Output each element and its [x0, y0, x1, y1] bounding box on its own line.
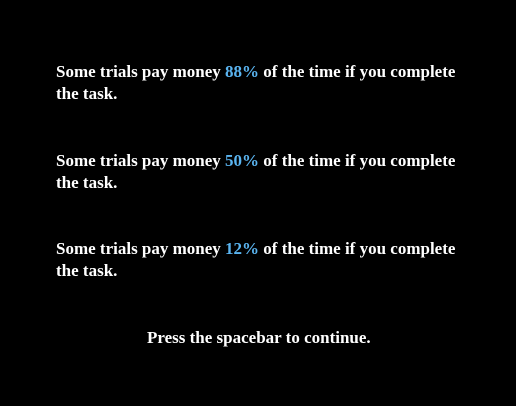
- instruction-paragraph-50: Some trials pay money 50% of the time if…: [56, 150, 456, 194]
- paragraph-text-after: of the time if you complete the task.: [56, 239, 456, 280]
- paragraph-text-before: Some trials pay money: [56, 239, 226, 258]
- continue-prompt: Press the spacebar to continue.: [147, 328, 371, 347]
- paragraph-text-before: Some trials pay money: [56, 62, 226, 81]
- instruction-paragraph-88: Some trials pay money 88% of the time if…: [56, 61, 456, 105]
- paragraph-text-before: Some trials pay money: [56, 151, 226, 170]
- paragraph-text-after: of the time if you complete the task.: [56, 151, 456, 192]
- probability-percent: 12%: [225, 239, 260, 258]
- paragraph-text-after: of the time if you complete the task.: [56, 62, 456, 103]
- probability-percent: 50%: [225, 151, 260, 170]
- instruction-paragraph-12: Some trials pay money 12% of the time if…: [56, 238, 456, 282]
- probability-percent: 88%: [225, 62, 260, 81]
